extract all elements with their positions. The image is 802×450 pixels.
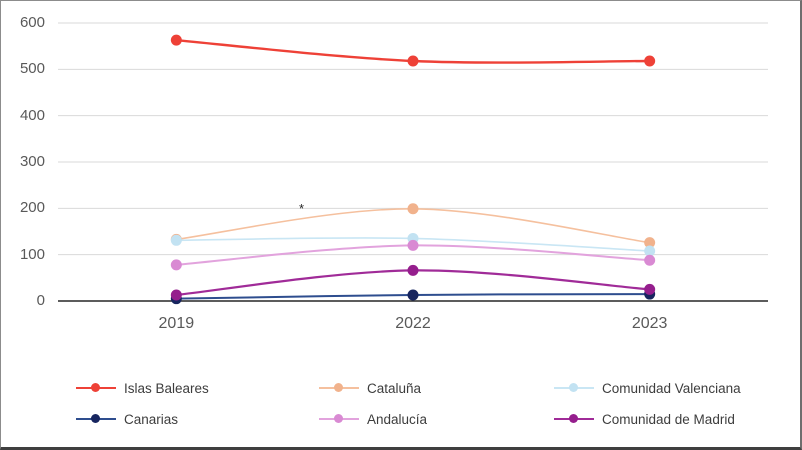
data-point-islas-baleares	[644, 55, 656, 67]
data-point-andaluc-a	[170, 259, 182, 271]
data-point-andaluc-a	[407, 239, 419, 251]
legend-item-comunidad-de-madrid: Comunidad de Madrid	[554, 409, 735, 429]
legend-marker-dot	[334, 414, 343, 423]
legend-label: Comunidad Valenciana	[602, 380, 741, 396]
legend-item-canarias: Canarias	[76, 409, 178, 429]
legend-marker	[76, 414, 116, 424]
legend-marker	[76, 383, 116, 393]
y-axis-tick-label: 300	[19, 153, 45, 170]
data-point-catalu-a	[644, 237, 656, 249]
legend-marker-dot	[91, 414, 100, 423]
legend-label: Comunidad de Madrid	[602, 411, 735, 427]
asterisk-annotation: *	[299, 201, 305, 216]
legend-marker	[319, 414, 359, 424]
legend-label: Cataluña	[367, 380, 422, 396]
legend-marker	[319, 383, 359, 393]
x-axis-category-label: 2023	[631, 315, 668, 332]
legend-label: Canarias	[124, 411, 179, 427]
data-point-comunidad-de-madrid	[407, 264, 419, 276]
y-axis-tick-label: 500	[19, 60, 45, 78]
legend-marker	[554, 383, 594, 393]
legend-marker-dot	[569, 383, 578, 392]
legend-marker-dot	[569, 414, 578, 423]
legend-item-catalu-a: Cataluña	[319, 378, 421, 398]
line-chart-plot-area	[58, 22, 768, 305]
data-point-islas-baleares	[407, 55, 419, 67]
legend-marker	[554, 414, 594, 424]
legend-item-islas-baleares: Islas Baleares	[76, 378, 209, 398]
data-point-comunidad-valenciana	[170, 234, 182, 246]
legend-item-andaluc-a: Andalucía	[319, 409, 427, 429]
data-point-islas-baleares	[170, 34, 182, 46]
y-axis-tick-label: 0	[36, 292, 45, 309]
legend-marker-dot	[91, 383, 100, 392]
y-axis-tick-label: 100	[19, 245, 45, 263]
x-axis-category-label: 2022	[395, 315, 431, 332]
data-point-comunidad-de-madrid	[644, 283, 656, 295]
data-point-comunidad-valenciana	[644, 245, 656, 257]
y-axis-tick-label: 400	[19, 106, 45, 124]
data-point-canarias	[407, 289, 419, 301]
data-point-catalu-a	[407, 203, 419, 215]
legend-item-comunidad-valenciana: Comunidad Valenciana	[554, 378, 741, 398]
legend-label: Andalucía	[367, 411, 428, 427]
legend-label: Islas Baleares	[124, 380, 209, 396]
data-point-comunidad-de-madrid	[170, 289, 182, 301]
x-axis-category-label: 2019	[158, 315, 195, 332]
y-axis-tick-label: 200	[19, 199, 45, 217]
data-point-andaluc-a	[644, 254, 656, 266]
legend-marker-dot	[334, 383, 343, 392]
y-axis-tick-label: 600	[19, 14, 45, 31]
